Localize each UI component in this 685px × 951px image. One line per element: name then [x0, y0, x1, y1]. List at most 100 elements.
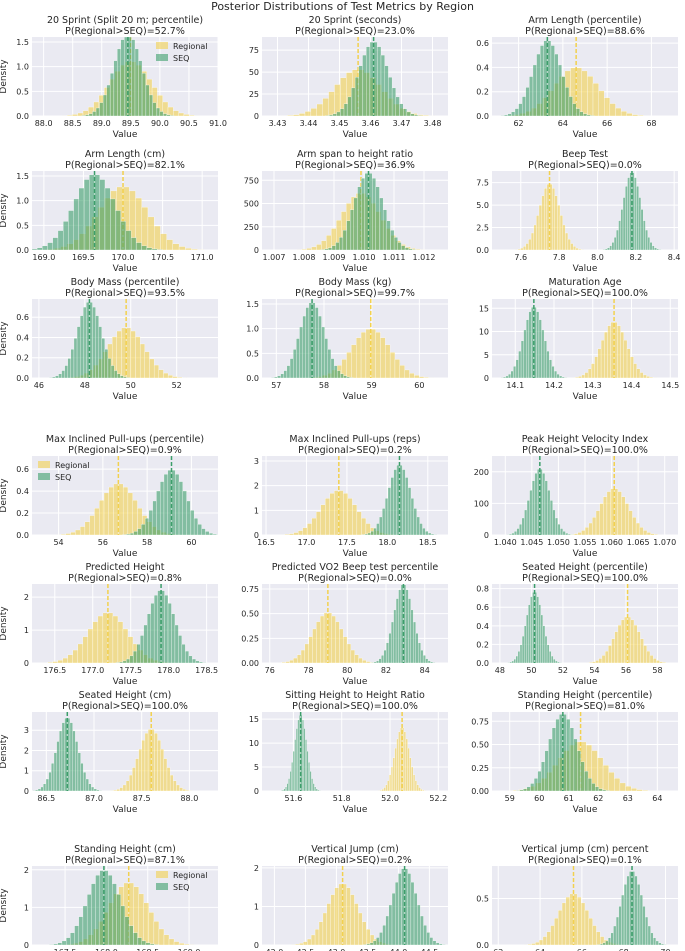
histogram-bar-regional: [380, 337, 386, 379]
histogram-bar-seq: [649, 242, 653, 251]
histogram-bar-seq: [407, 487, 412, 536]
histogram-bar-regional: [577, 532, 582, 536]
x-tick-label: 52: [558, 666, 568, 675]
histogram-bar-seq: [555, 517, 558, 536]
histogram-bar-seq: [565, 532, 569, 536]
histogram-bar-seq: [634, 875, 638, 946]
subplot-3: 62 64 66 68 0.0 0.2 0.4 0.6 Arm Length (percenti…: [476, 15, 678, 140]
histogram-bar-seq: [89, 174, 95, 251]
histogram-bar-regional: [118, 483, 124, 536]
x-tick-label: 52.0: [381, 794, 399, 803]
histogram-bar-regional: [653, 658, 657, 664]
histogram-bar-regional: [637, 631, 641, 664]
histogram-bar-regional: [619, 782, 626, 792]
histogram-bar-regional: [546, 931, 551, 946]
x-tick-label: 1.010: [353, 253, 376, 262]
histogram-bar-seq: [551, 655, 554, 664]
histogram-bar-seq: [104, 349, 109, 379]
histogram-bar-seq: [366, 943, 371, 946]
histogram-bar-regional: [394, 747, 397, 792]
legend: Regional SEQ: [156, 42, 208, 63]
histogram-bar-regional: [295, 943, 300, 946]
x-tick-label: 87.0: [85, 794, 103, 803]
histogram-bar-regional: [57, 660, 63, 664]
x-tick-label: 76: [265, 666, 275, 675]
histogram-bar-seq: [398, 873, 402, 946]
histogram-bar-seq: [414, 114, 419, 117]
histogram-bar-regional: [595, 510, 600, 536]
x-tick-label: 14.5: [661, 381, 679, 390]
histogram-bar-seq: [351, 87, 356, 117]
y-tick-label: 0.25: [241, 634, 259, 643]
histogram-bar-seq: [297, 719, 300, 792]
x-axis-label: Value: [113, 392, 138, 402]
histogram-bar-seq: [627, 177, 630, 251]
x-tick-label: 18.5: [419, 538, 437, 547]
subplot-title: Peak Height Velocity Index: [522, 434, 649, 445]
histogram-bar-seq: [347, 96, 352, 117]
histogram-bar-regional: [153, 921, 160, 946]
histogram-bar-regional: [144, 351, 150, 379]
histogram-bar-regional: [157, 740, 161, 792]
histogram-bar-regional: [588, 918, 593, 946]
histogram-bar-seq: [337, 370, 341, 379]
x-axis-label: Value: [113, 264, 138, 274]
histogram-bar-seq: [402, 469, 406, 536]
subplot-20: 42.0 42.5 43.0 43.5 44.0 44.5 0 1 2 Vertical Jump…: [254, 844, 448, 951]
y-tick-label: 1: [24, 626, 29, 635]
x-tick-label: 80: [342, 666, 352, 675]
histogram-bar-regional: [420, 789, 423, 792]
y-tick-label: 0: [254, 246, 259, 255]
histogram-bar-seq: [274, 376, 278, 379]
histogram-bar-seq: [95, 107, 100, 117]
histogram-bar-seq: [425, 658, 429, 664]
histogram-bar-seq: [197, 524, 202, 536]
y-tick-label: 2: [254, 864, 259, 873]
histogram-bar-regional: [158, 369, 164, 379]
subplot-1: 88.0 88.5 89.0 89.5 90.0 90.5 91.0 0.0 0.5 1.0 1.5…: [0, 15, 227, 140]
histogram-bar-regional: [379, 789, 383, 792]
histogram-bar-regional: [630, 619, 635, 664]
histogram-bar-regional: [643, 645, 647, 664]
histogram-bar-seq: [634, 177, 637, 251]
subplot-title: Arm Length (cm): [85, 149, 165, 160]
histogram-bar-seq: [126, 658, 130, 664]
histogram-bar-regional: [621, 496, 626, 536]
histogram-bar-regional: [580, 902, 586, 946]
histogram-bar-seq: [136, 644, 141, 664]
y-tick-label: 1: [254, 902, 259, 911]
histogram-bar-seq: [56, 741, 60, 792]
y-tick-label: 1.5: [16, 172, 29, 181]
subplot-title: Vertical Jump (cm): [311, 844, 399, 855]
histogram-bar-regional: [659, 661, 663, 664]
histogram-bar-seq: [81, 115, 86, 117]
histogram-bar-seq: [513, 366, 517, 379]
histogram-bar-seq: [167, 603, 172, 664]
histogram-bar-seq: [99, 179, 106, 251]
histogram-bar-regional: [52, 661, 58, 664]
histogram-bar-regional: [646, 650, 651, 664]
histogram-bar-regional: [609, 103, 616, 117]
y-tick-label: 0.6: [16, 313, 29, 322]
histogram-bar-regional: [654, 534, 659, 536]
histogram-bar-seq: [302, 719, 304, 792]
histogram-bar-regional: [107, 612, 114, 664]
histogram-bar-seq: [327, 349, 332, 379]
histogram-bar-seq: [518, 103, 523, 117]
x-tick-label: 60: [186, 538, 196, 547]
y-axis-label: Density: [0, 888, 9, 923]
histogram-bar-regional: [143, 902, 150, 946]
y-axis-label: Density: [0, 321, 9, 356]
histogram-bar-seq: [430, 533, 435, 536]
histogram-bar-regional: [628, 510, 633, 536]
histogram-bar-seq: [508, 533, 512, 536]
histogram-bar-seq: [138, 60, 143, 117]
histogram-bar-seq: [575, 108, 580, 117]
histogram-bar-seq: [88, 113, 93, 117]
histogram-bar-regional: [626, 348, 631, 379]
x-tick-label: 64: [535, 948, 545, 951]
histogram-bar-seq: [361, 178, 365, 251]
histogram-bar-seq: [393, 609, 397, 664]
subplot-probability: P(Regional>SEQ)=82.1%: [65, 160, 185, 171]
histogram-bar-seq: [549, 500, 553, 536]
